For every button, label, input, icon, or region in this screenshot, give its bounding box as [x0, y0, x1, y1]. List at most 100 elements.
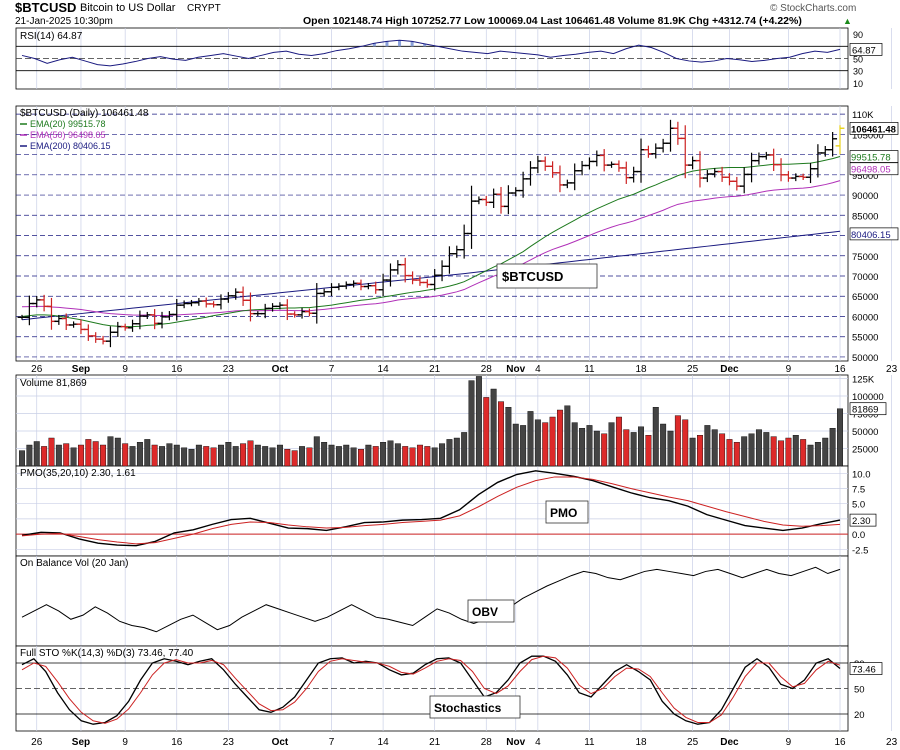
x-tick-label: 23 — [223, 364, 235, 375]
pmo-y-tick: 0.0 — [852, 530, 865, 541]
volume-bar — [107, 436, 114, 467]
volume-bar — [114, 437, 121, 467]
volume-bar — [807, 444, 814, 467]
volume-bar — [829, 428, 836, 467]
security-name: Bitcoin to US Dollar — [80, 2, 176, 14]
volume-bar — [328, 444, 335, 467]
volume-bar — [822, 437, 829, 467]
x-tick-label: 16 — [834, 364, 846, 375]
x-tick-label: Sep — [72, 737, 90, 748]
ema200-line — [21, 230, 841, 321]
price-y-tick: 50000 — [852, 353, 878, 364]
volume-bar — [741, 436, 748, 467]
price-y-tick: 110K — [852, 110, 874, 121]
volume-bar — [225, 442, 232, 467]
pmo-y-tick: -2.5 — [852, 545, 868, 556]
volume-bar — [343, 444, 350, 467]
volume-bar — [358, 449, 364, 467]
x-tick-label: 23 — [886, 364, 898, 375]
volume-bar — [350, 447, 357, 467]
x-tick-label: 16 — [171, 364, 183, 375]
volume-bar — [19, 450, 25, 467]
price-annotation-box — [496, 263, 598, 289]
volume-bar — [416, 444, 423, 467]
volume-y-tick: 125K — [852, 375, 875, 386]
volume-title: Volume 81,869 — [20, 378, 87, 389]
x-tick-label: Sep — [72, 364, 90, 375]
price-value-label: 99515.78 — [851, 153, 891, 164]
pmo-series-line — [21, 470, 841, 547]
volume-bar — [247, 440, 254, 467]
rsi-y-tick: 90 — [853, 30, 863, 40]
ema50-line — [21, 180, 841, 316]
x-tick-label: 18 — [635, 364, 647, 375]
volume-bar — [534, 419, 541, 467]
volume-bar — [63, 443, 70, 467]
rsi-value-box — [849, 43, 883, 56]
x-tick-label: 9 — [786, 737, 792, 748]
obv-title: On Balance Vol (20 Jan) — [20, 558, 128, 569]
price-y-tick: 95000 — [852, 171, 878, 182]
volume-bar — [615, 416, 622, 467]
volume-bar — [778, 440, 785, 467]
rsi-y-tick: 50 — [853, 55, 863, 65]
x-tick-label: 23 — [886, 737, 898, 748]
volume-bar — [468, 380, 475, 467]
x-tick-label: 25 — [687, 737, 699, 748]
obv-annotation-label: OBV — [472, 605, 498, 619]
x-tick-label: Oct — [272, 737, 289, 748]
volume-bar — [313, 436, 320, 467]
volume-bar — [77, 444, 84, 467]
volume-y-tick: 50000 — [852, 427, 878, 438]
volume-bar — [409, 447, 416, 467]
volume-bar — [792, 435, 799, 467]
price-title: $BTCUSD (Daily) 106461.48 — [20, 108, 149, 119]
price-y-tick: 75000 — [852, 252, 878, 263]
rsi-y-tick: 30 — [853, 67, 863, 77]
price-y-tick: 105000 — [852, 130, 884, 141]
pmo-value-box — [849, 513, 877, 527]
rsi-title: RSI(14) 64.87 — [20, 31, 83, 42]
volume-bar — [372, 446, 379, 467]
volume-value-label: 81869 — [852, 405, 878, 416]
volume-bar — [490, 388, 497, 467]
pmo-value-label: 2.30 — [852, 516, 871, 527]
rsi-overbought-fill — [372, 40, 641, 47]
sto-annotation-box — [429, 695, 521, 719]
volume-bar — [770, 436, 777, 467]
volume-bar — [697, 435, 703, 467]
volume-bar — [755, 429, 762, 467]
change-up-icon: ▲ — [843, 16, 852, 26]
legend-entry: EMA(20) 99515.78 — [30, 119, 106, 129]
price-value-label: 96498.05 — [851, 165, 891, 176]
x-tick-label: 4 — [535, 737, 541, 748]
x-tick-label: Dec — [720, 364, 739, 375]
volume-bar — [394, 443, 401, 467]
volume-bar — [638, 426, 644, 467]
ohlc-summary: Open 102148.74 High 107252.77 Low 100069… — [303, 15, 802, 27]
pmo-annotation-label: PMO — [550, 506, 577, 520]
x-tick-label: 4 — [535, 364, 541, 375]
volume-bar — [439, 443, 446, 467]
volume-bar — [763, 432, 770, 467]
exchange-label: CRYPT — [187, 3, 221, 14]
volume-bar — [387, 440, 394, 467]
x-tick-label: 7 — [329, 364, 335, 375]
volume-bar — [726, 439, 733, 467]
symbol-label: $BTCUSD — [15, 0, 77, 15]
sto-value-box — [849, 662, 883, 675]
volume-bar — [276, 444, 283, 467]
volume-value-box — [849, 402, 887, 416]
volume-bar — [181, 447, 188, 467]
volume-bar — [748, 433, 755, 467]
x-tick-label: 18 — [635, 737, 647, 748]
volume-bar — [837, 408, 843, 467]
volume-bar — [173, 444, 180, 467]
volume-bar — [711, 429, 718, 467]
x-tick-label: 7 — [329, 737, 335, 748]
volume-bar — [549, 416, 556, 467]
price-y-tick: 60000 — [852, 312, 878, 323]
volume-bar — [623, 429, 630, 467]
volume-bar — [498, 401, 504, 467]
